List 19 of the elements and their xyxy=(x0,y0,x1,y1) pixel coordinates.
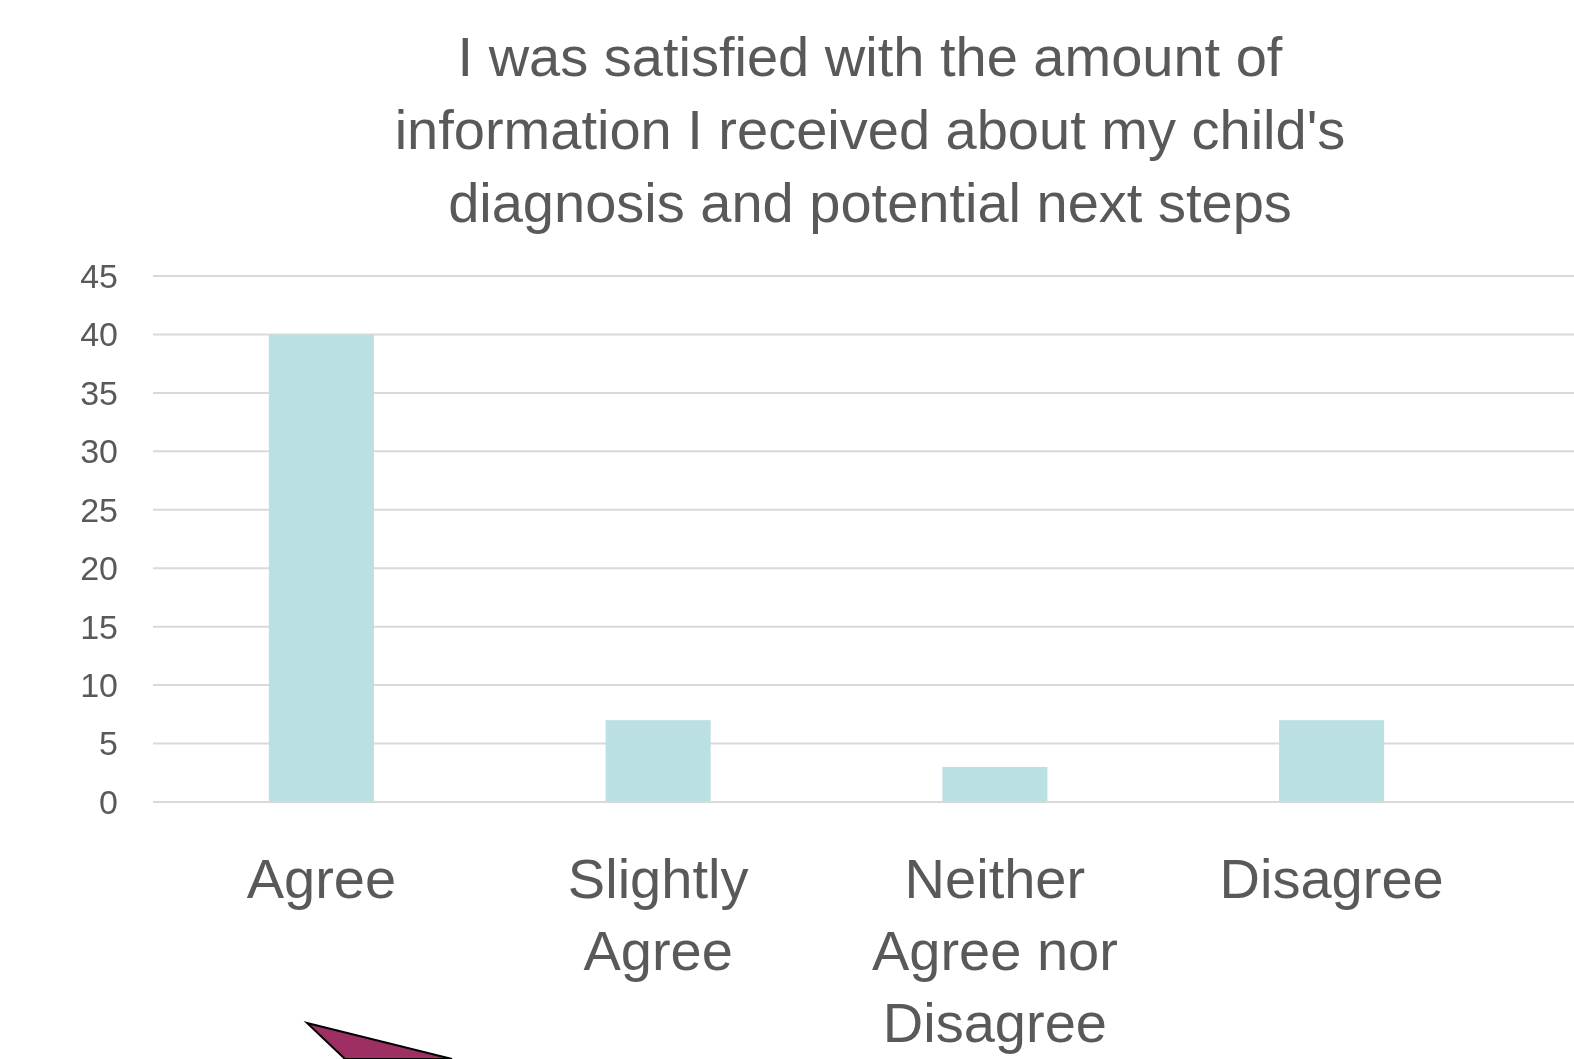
bar xyxy=(942,766,1048,802)
y-tick-label: 5 xyxy=(99,724,118,763)
bar xyxy=(605,720,711,802)
x-tick-label: Neither Agree nor Disagree xyxy=(871,847,1118,1054)
y-tick-label: 0 xyxy=(99,782,118,821)
y-tick-label: 20 xyxy=(80,549,118,588)
y-tick-label: 45 xyxy=(80,256,118,295)
chart-title: I was satisfied with the amount of information I received about my child's diagnosis and potential next steps xyxy=(394,25,1346,234)
y-tick-label: 10 xyxy=(80,666,118,705)
bar xyxy=(1279,720,1385,802)
x-tick-label: Disagree xyxy=(1219,847,1444,910)
y-tick-label: 25 xyxy=(80,490,118,529)
x-tick-label: Agree xyxy=(246,847,397,910)
bar xyxy=(268,334,374,802)
y-tick-label: 35 xyxy=(80,373,118,412)
y-tick-label: 30 xyxy=(80,432,118,471)
x-tick-label: Slightly Agree xyxy=(567,847,749,982)
y-tick-label: 40 xyxy=(80,315,118,354)
y-tick-label: 15 xyxy=(80,607,118,646)
